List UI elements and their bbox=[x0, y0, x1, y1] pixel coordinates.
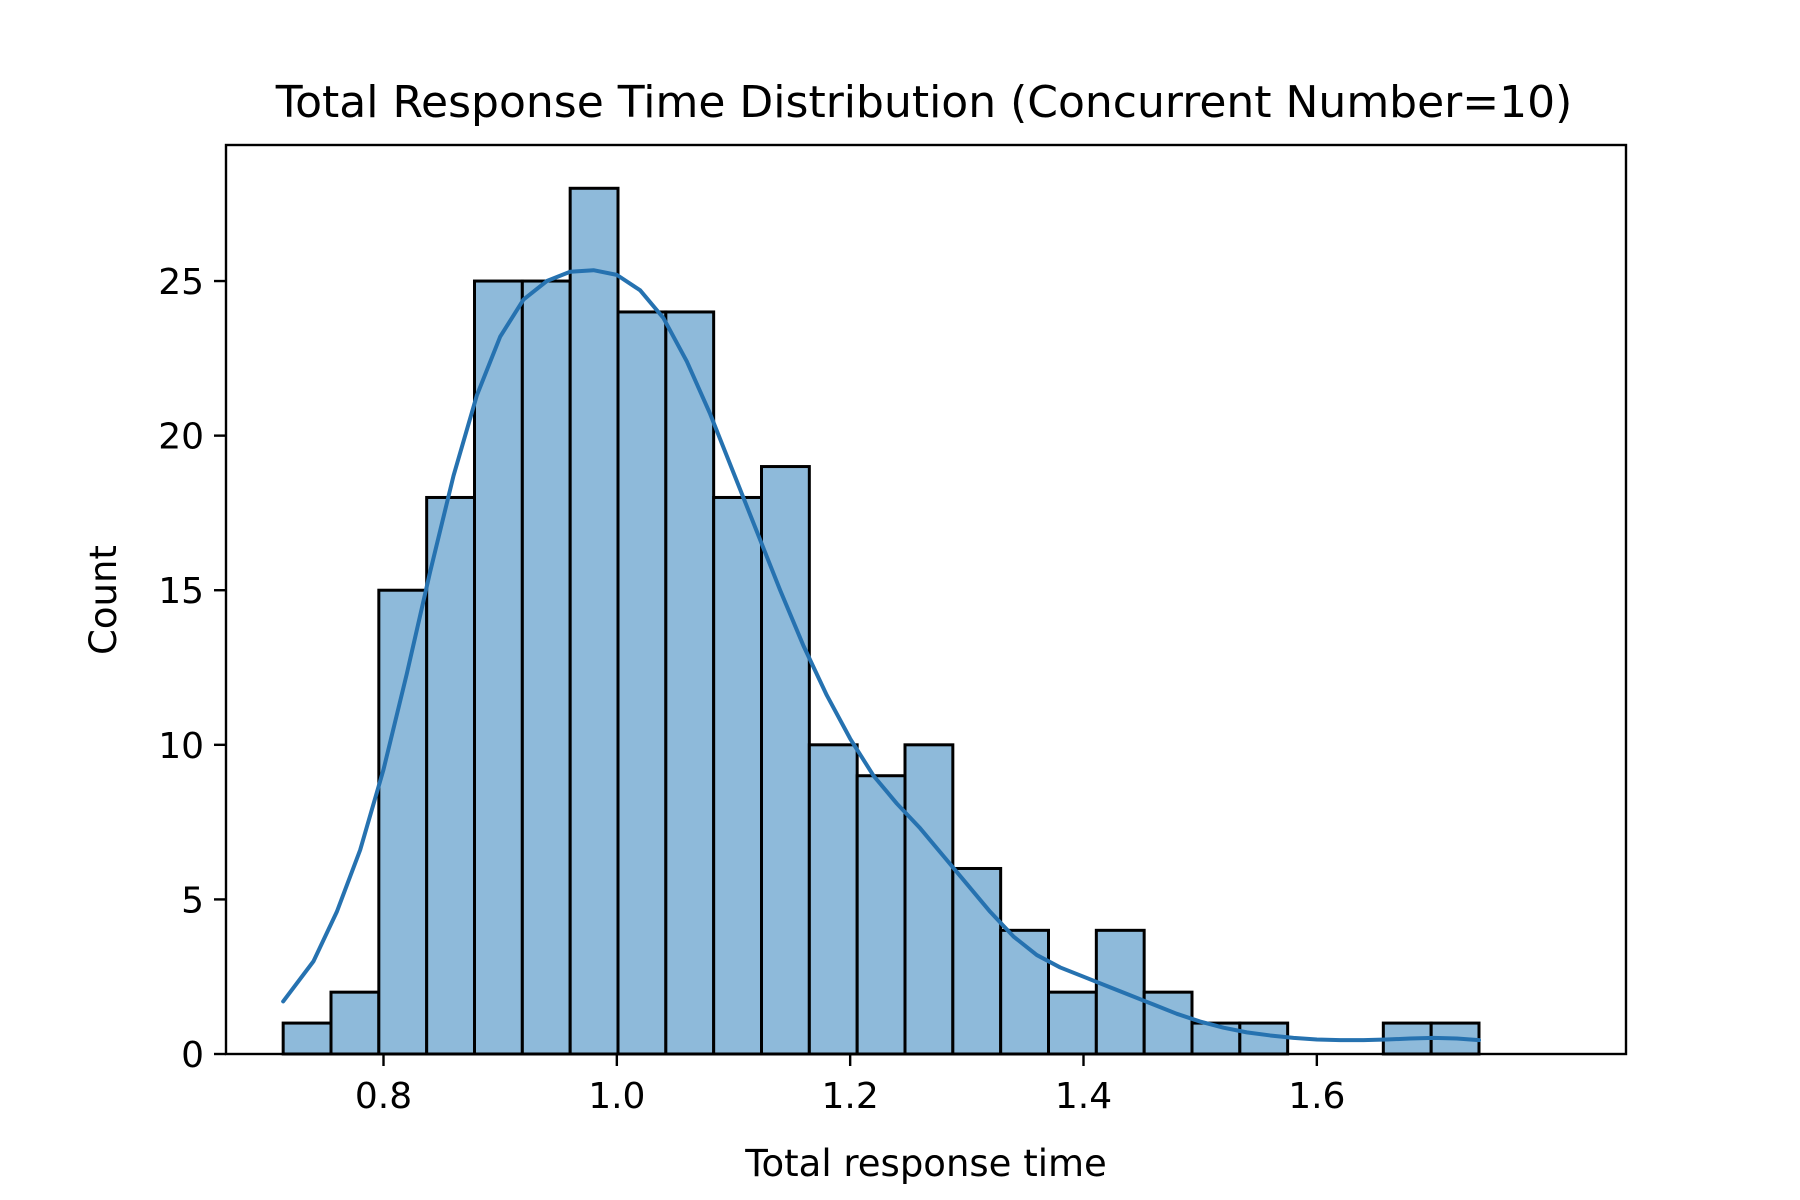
x-tick-label: 0.8 bbox=[355, 1076, 412, 1117]
y-tick-label: 20 bbox=[158, 417, 204, 458]
histogram-bar bbox=[1142, 990, 1194, 1056]
y-tick-label: 25 bbox=[158, 262, 204, 303]
histogram-bar bbox=[568, 186, 620, 1056]
histogram-bar bbox=[712, 495, 763, 1056]
chart-title: Total Response Time Distribution (Concur… bbox=[275, 77, 1573, 128]
x-tick-label: 1.2 bbox=[822, 1076, 879, 1117]
y-tick-label: 0 bbox=[181, 1035, 204, 1076]
histogram-bar bbox=[616, 310, 668, 1056]
histogram-bar bbox=[999, 928, 1050, 1056]
histogram-bar bbox=[425, 495, 477, 1056]
x-axis-label: Total response time bbox=[744, 1142, 1107, 1185]
histogram-bar bbox=[281, 1021, 333, 1056]
x-tick-label: 1.4 bbox=[1055, 1076, 1112, 1117]
kde-line bbox=[281, 268, 1481, 1043]
histogram-bar bbox=[903, 743, 955, 1056]
histogram-bar bbox=[951, 866, 1003, 1056]
histogram-bar bbox=[1047, 990, 1098, 1056]
y-axis: 0 5 10 15 20 25 bbox=[158, 262, 226, 1076]
y-tick-label: 10 bbox=[158, 726, 204, 767]
bars-group bbox=[281, 186, 1481, 1056]
histogram-bar bbox=[1238, 1021, 1290, 1056]
histogram-bar bbox=[473, 279, 524, 1056]
histogram-bar bbox=[855, 774, 907, 1056]
histogram-bar bbox=[329, 990, 381, 1056]
x-tick-label: 1.0 bbox=[588, 1076, 645, 1117]
histogram-bar bbox=[664, 310, 716, 1056]
x-axis: 0.8 1.0 1.2 1.4 1.6 bbox=[355, 1054, 1345, 1117]
x-tick-label: 1.6 bbox=[1288, 1076, 1345, 1117]
histogram-bar bbox=[807, 743, 859, 1056]
histogram-bar bbox=[760, 465, 811, 1056]
y-axis-label: Count bbox=[82, 545, 125, 655]
histogram-bar bbox=[377, 588, 429, 1056]
y-tick-label: 15 bbox=[158, 571, 204, 612]
plot-frame bbox=[224, 143, 1628, 1056]
y-tick-label: 5 bbox=[181, 880, 204, 921]
histogram-bar bbox=[520, 279, 572, 1056]
